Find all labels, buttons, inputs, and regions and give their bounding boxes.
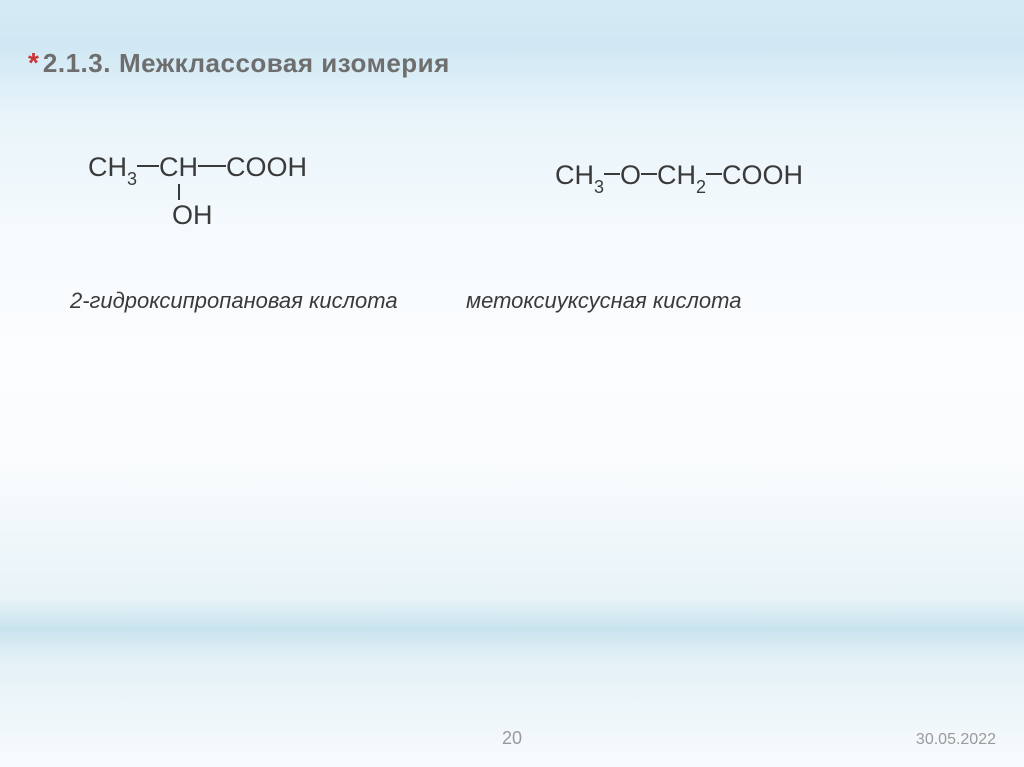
- bond-icon: [641, 173, 657, 175]
- slide-title: * 2.1.3. Межклассовая изомерия: [28, 48, 450, 79]
- formula-right-cooh: COOH: [722, 160, 803, 191]
- formula-right: CH3 O CH2 COOH: [555, 160, 803, 195]
- bond-icon: [198, 165, 226, 167]
- formula-right-o: O: [620, 160, 641, 191]
- bond-icon: [137, 165, 159, 167]
- formula-left-oh: OH: [172, 200, 213, 231]
- slide-date: 30.05.2022: [916, 731, 996, 749]
- bond-icon: [604, 173, 620, 175]
- formula-left-ch3: CH3: [88, 152, 137, 187]
- formula-left: CH3CHCOOH OH: [88, 152, 307, 187]
- bond-icon: [706, 173, 722, 175]
- compound-name-left: 2-гидроксипропановая кислота: [70, 288, 398, 314]
- formula-right-ch2: CH2: [657, 160, 706, 195]
- bond-icon: [178, 184, 180, 200]
- title-text: Межклассовая изомерия: [119, 48, 450, 79]
- formula-left-ch: CH: [159, 152, 198, 183]
- title-asterisk-icon: *: [28, 49, 39, 77]
- formula-left-cooh: COOH: [226, 152, 307, 183]
- formula-right-ch3: CH3: [555, 160, 604, 195]
- compound-name-right: метоксиуксусная кислота: [466, 288, 741, 314]
- title-number: 2.1.3.: [43, 48, 111, 79]
- page-number: 20: [502, 728, 522, 749]
